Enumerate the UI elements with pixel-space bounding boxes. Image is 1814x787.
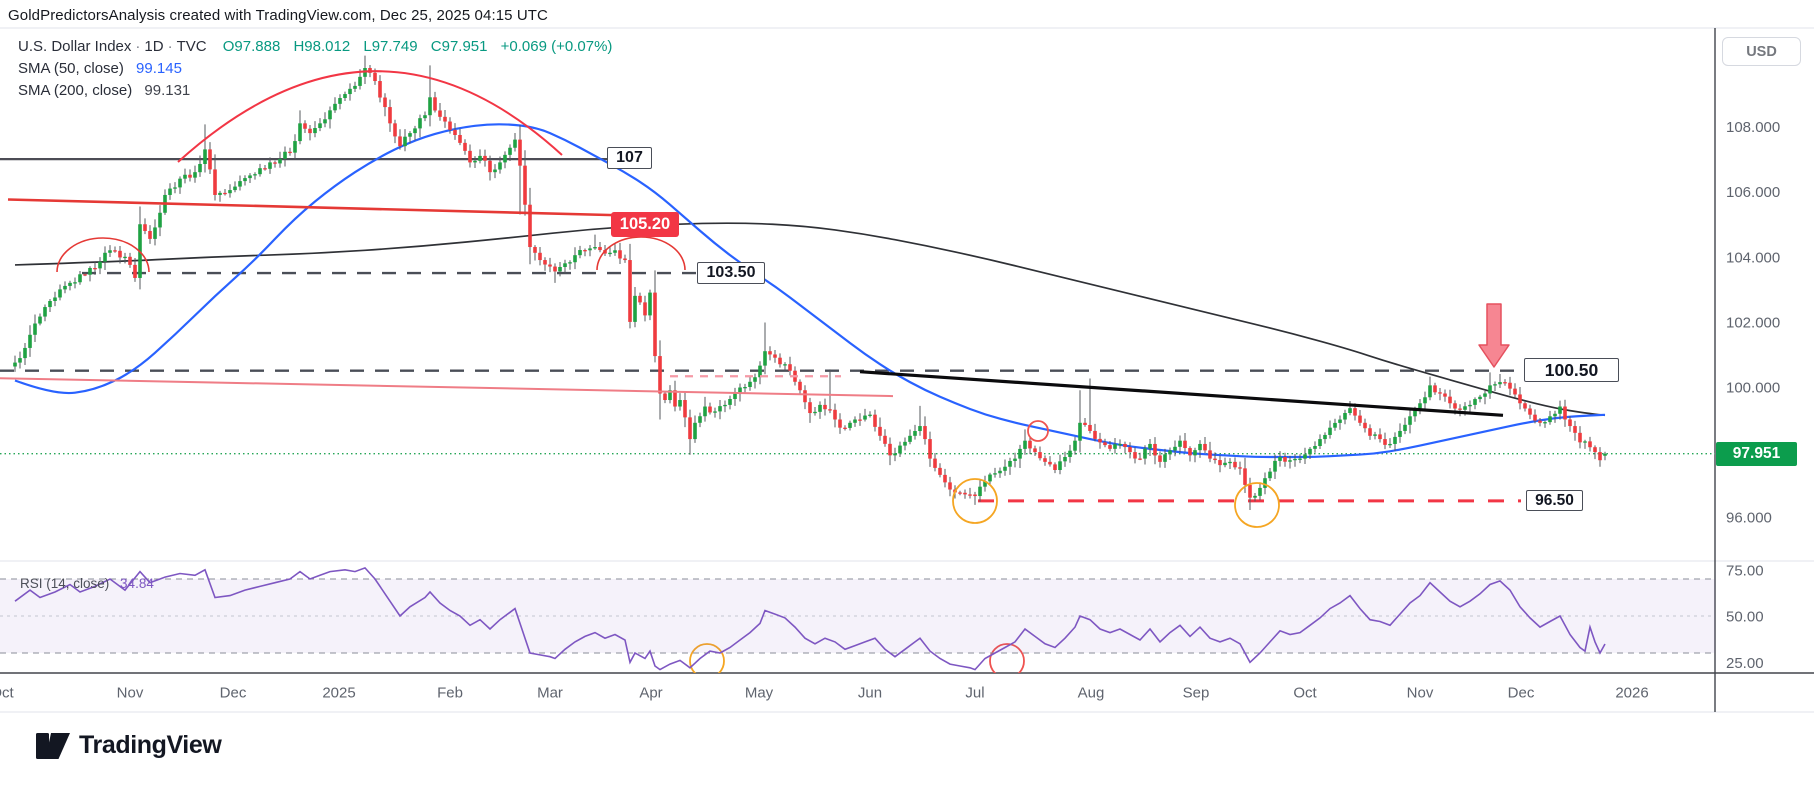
symbol-legend[interactable]: U.S. Dollar Index · 1D · TVC O97.888 H98.012… xyxy=(18,36,621,102)
time-axis-label: Feb xyxy=(437,685,463,702)
level-label-103-50[interactable]: 103.50 xyxy=(697,262,765,284)
annotation-black-resistance-trendline[interactable] xyxy=(859,370,1504,417)
level-label-100-50[interactable]: 100.50 xyxy=(1524,358,1619,382)
rsi-axis-label: 25.00 xyxy=(1726,655,1764,672)
sma50-row: SMA (50, close) 99.145 xyxy=(18,58,621,79)
ohlc-open: O97.888 xyxy=(222,38,281,55)
ohlc-close: C97.951 xyxy=(430,38,488,55)
rsi-axis-label: 75.00 xyxy=(1726,562,1764,579)
time-axis-label: Dec xyxy=(220,685,247,702)
annotation-rsi-circle-orange[interactable] xyxy=(689,643,725,678)
time-axis-label: Mar xyxy=(537,685,563,702)
price-axis-label: 106.000 xyxy=(1726,184,1780,201)
time-axis-label: Oct xyxy=(0,685,14,702)
annotation-top-dome-arc[interactable] xyxy=(177,70,563,163)
candlestick-series[interactable] xyxy=(13,55,1607,511)
annotation-lower-red-trendline[interactable] xyxy=(0,377,894,398)
main-pane[interactable] xyxy=(0,55,1715,528)
rsi-pane[interactable] xyxy=(0,566,1715,678)
time-axis-label: Oct xyxy=(1293,685,1317,702)
sma50-label: SMA (50, close) xyxy=(18,60,124,77)
time-axis-label: Jul xyxy=(965,685,984,702)
chart-canvas[interactable]: 108.000 106.000 104.000 102.000 100.000 96.00… xyxy=(0,0,1814,730)
attribution-header: GoldPredictorsAnalysis created with Trad… xyxy=(8,7,548,24)
current-price-badge: 97.951 xyxy=(1716,442,1797,466)
rsi-legend[interactable]: RSI (14, close) 34.84 xyxy=(20,576,154,591)
annotation-upper-red-trendline[interactable] xyxy=(7,198,615,217)
level-label-107[interactable]: 107 xyxy=(607,147,652,169)
rsi-axis-label: 50.00 xyxy=(1726,609,1764,626)
price-axis-label: 96.000 xyxy=(1726,510,1772,527)
sma50-value: 99.145 xyxy=(136,60,182,77)
time-axis-label: Jun xyxy=(858,685,882,702)
level-label-96-50[interactable]: 96.50 xyxy=(1526,490,1583,511)
sma200-line[interactable] xyxy=(14,222,1606,417)
rsi-label: RSI (14, close) xyxy=(20,576,110,591)
time-axis-label: 2026 xyxy=(1615,685,1648,702)
time-axis-label: Aug xyxy=(1078,685,1105,702)
currency-badge[interactable]: USD xyxy=(1722,37,1801,66)
time-axis-label: Nov xyxy=(1407,685,1434,702)
annotation-sell-arrow[interactable] xyxy=(1478,303,1510,368)
time-axis-label: 2025 xyxy=(322,685,355,702)
rsi-value: 34.84 xyxy=(120,576,154,591)
ohlc-low: L97.749 xyxy=(363,38,418,55)
price-axis-label: 100.000 xyxy=(1726,380,1780,397)
sell-zone-badge-105-20[interactable]: 105.20 xyxy=(611,212,679,237)
time-axis-label: Dec xyxy=(1508,685,1535,702)
ohlc-change: +0.069 (+0.07%) xyxy=(500,38,613,55)
time-axis-label: Nov xyxy=(117,685,144,702)
price-axis-label: 108.000 xyxy=(1726,119,1780,136)
annotation-top-arc-1[interactable] xyxy=(56,237,150,273)
time-axis-label: May xyxy=(745,685,774,702)
time-axis-label: Sep xyxy=(1183,685,1210,702)
symbol-title: U.S. Dollar Index xyxy=(18,38,132,55)
symbol-row: U.S. Dollar Index · 1D · TVC O97.888 H98.012… xyxy=(18,36,621,57)
tradingview-logo[interactable]: TradingView xyxy=(36,731,222,760)
annotation-retest-circle-red[interactable] xyxy=(1027,420,1049,442)
rsi-line[interactable] xyxy=(14,566,1606,671)
interval-label: 1D xyxy=(144,38,164,55)
annotation-top-arc-2[interactable] xyxy=(596,236,686,271)
tradingview-logo-icon xyxy=(36,732,70,759)
exchange-label: TVC xyxy=(176,38,207,55)
sma50-line[interactable] xyxy=(14,123,1606,459)
annotation-low-circle-july[interactable] xyxy=(952,478,998,524)
sma200-row: SMA (200, close) 99.131 xyxy=(18,80,621,101)
time-axis-label: Apr xyxy=(639,685,662,702)
annotation-rsi-circle-red[interactable] xyxy=(989,643,1025,678)
sma200-label: SMA (200, close) xyxy=(18,82,133,99)
price-axis-label: 102.000 xyxy=(1726,314,1780,331)
sma200-value: 99.131 xyxy=(144,82,191,99)
ohlc-high: H98.012 xyxy=(293,38,351,55)
annotation-low-circle-september[interactable] xyxy=(1234,482,1280,528)
price-axis-label: 104.000 xyxy=(1726,249,1780,266)
tradingview-logo-text: TradingView xyxy=(79,731,222,759)
